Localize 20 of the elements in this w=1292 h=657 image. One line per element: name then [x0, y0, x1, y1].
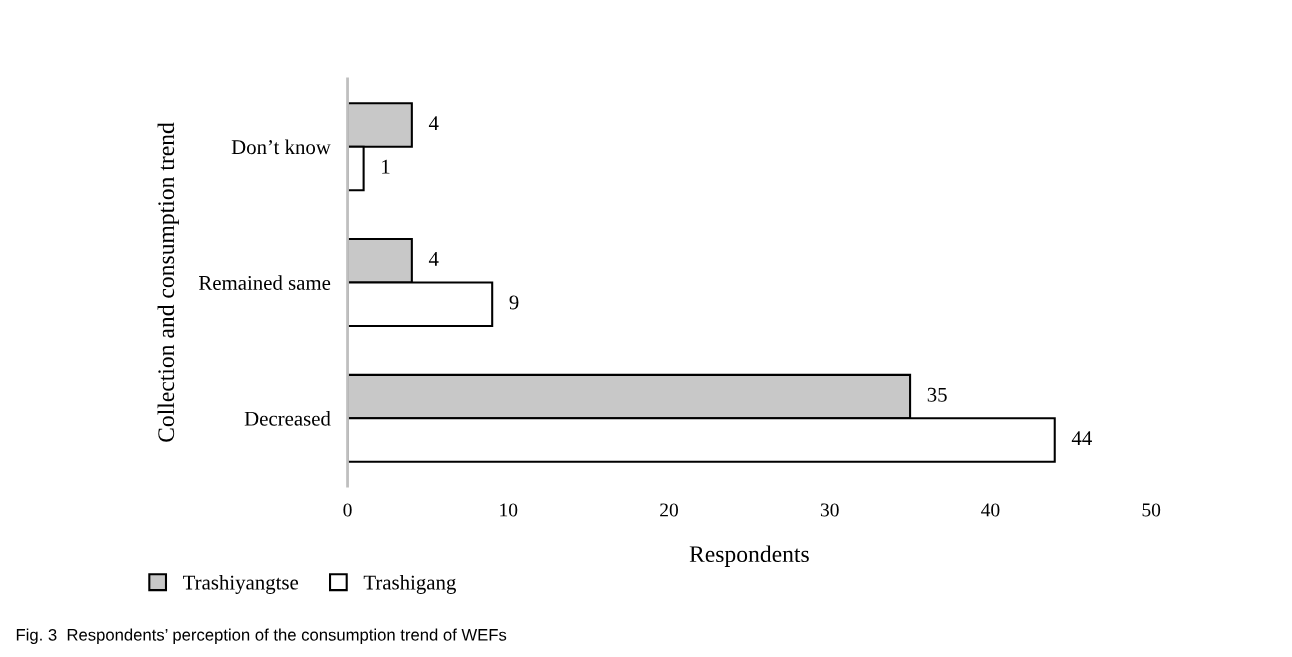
data-label: 1	[382, 159, 390, 174]
x-tick-label: 30	[820, 503, 839, 517]
legend-label: Trashigang	[363, 574, 456, 594]
x-tick-label: 0	[343, 503, 352, 517]
x-tick-label: 50	[1142, 503, 1161, 517]
data-label: 35	[927, 387, 947, 402]
data-label: 44	[1071, 431, 1092, 446]
data-label: 4	[428, 116, 439, 131]
data-label: 4	[428, 252, 439, 266]
legend-label: Trashiyangtse	[183, 574, 299, 594]
x-axis-title: Respondents	[689, 545, 809, 567]
data-label: 9	[509, 295, 519, 310]
y-tick-label: Remained same	[199, 275, 331, 290]
caption: Fig. 3 Respondents’ perception of the consumption trend of WEFs	[16, 628, 507, 645]
x-tick-label: 20	[660, 503, 678, 517]
x-tick-label: 40	[981, 503, 1000, 517]
x-tick-label: 10	[500, 503, 518, 517]
y-tick-label: Decreased	[244, 411, 331, 426]
y-tick-label: Don’t know	[231, 139, 331, 155]
y-axis-title: Collection and consumption trend	[157, 122, 179, 442]
